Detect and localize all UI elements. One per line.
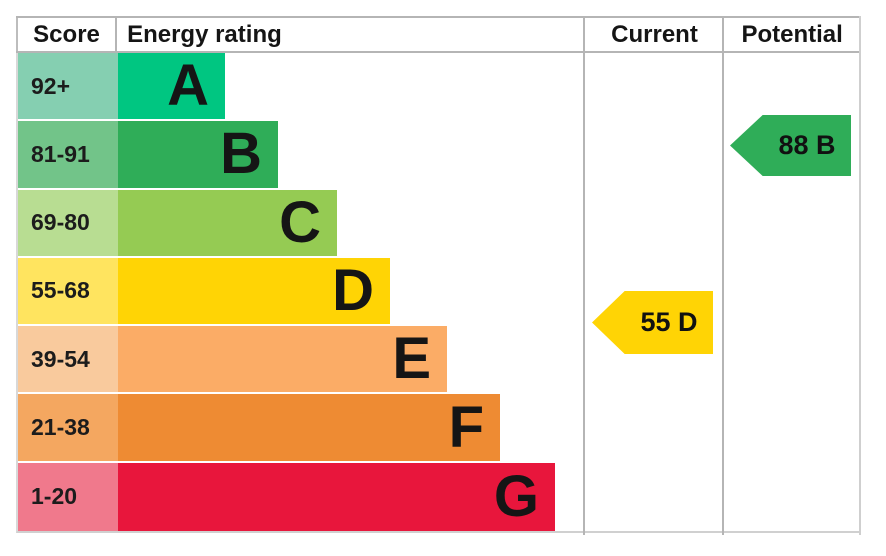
band-score-range-f: 21-38 xyxy=(31,414,90,441)
divider-current-column xyxy=(583,16,585,535)
band-row-f: 21-38 F xyxy=(18,394,861,462)
band-score-cell-a: 92+ xyxy=(18,53,118,120)
band-letter-c: C xyxy=(279,189,321,255)
band-score-cell-e: 39-54 xyxy=(18,326,118,393)
band-score-range-a: 92+ xyxy=(31,72,71,99)
band-row-b: 81-91 B xyxy=(18,121,861,189)
header-score: Score xyxy=(16,18,118,51)
band-row-a: 92+ A xyxy=(18,53,861,121)
header-potential: Potential xyxy=(741,21,843,48)
band-score-range-e: 39-54 xyxy=(31,345,90,372)
band-bar-f: F xyxy=(118,394,500,461)
band-bar-e: E xyxy=(118,326,447,393)
band-row-c: 69-80 C xyxy=(18,189,861,258)
band-score-range-d: 55-68 xyxy=(31,277,90,304)
band-row-d: 55-68 D xyxy=(18,257,861,326)
potential-rating-label: 88 B xyxy=(778,130,836,160)
band-letter-d: D xyxy=(332,257,374,323)
band-letter-e: E xyxy=(392,326,431,392)
band-score-range-g: 1-20 xyxy=(31,483,78,510)
header-current: Current xyxy=(611,21,698,48)
band-bar-c: C xyxy=(118,189,337,256)
header-energy-rating: Energy rating xyxy=(127,21,282,48)
band-score-range-b: 81-91 xyxy=(31,140,90,167)
band-score-cell-g: 1-20 xyxy=(18,462,118,531)
band-bar-a: A xyxy=(118,53,225,120)
band-letter-b: B xyxy=(220,121,262,187)
band-score-cell-c: 69-80 xyxy=(18,189,118,256)
band-score-cell-b: 81-91 xyxy=(18,121,118,188)
band-letter-a: A xyxy=(167,53,209,119)
current-rating-label: 55 D xyxy=(640,307,698,337)
band-row-g: 1-20 G xyxy=(18,462,861,531)
divider-potential-column xyxy=(722,16,724,535)
band-letter-f: F xyxy=(448,394,484,460)
band-score-range-c: 69-80 xyxy=(31,209,90,236)
band-bar-d: D xyxy=(118,257,390,325)
chart-right-border xyxy=(859,16,861,535)
band-rows: 92+ A 81-91 B 69-80 C 55-68 xyxy=(16,53,861,533)
band-score-cell-f: 21-38 xyxy=(18,394,118,461)
band-bar-b: B xyxy=(118,121,278,188)
band-score-cell-d: 55-68 xyxy=(18,257,118,325)
band-row-e: 39-54 E xyxy=(18,326,861,394)
chart-header-row: Score Energy rating Current Potential xyxy=(16,16,861,53)
band-letter-g: G xyxy=(493,463,539,529)
band-bar-g: G xyxy=(118,462,555,531)
